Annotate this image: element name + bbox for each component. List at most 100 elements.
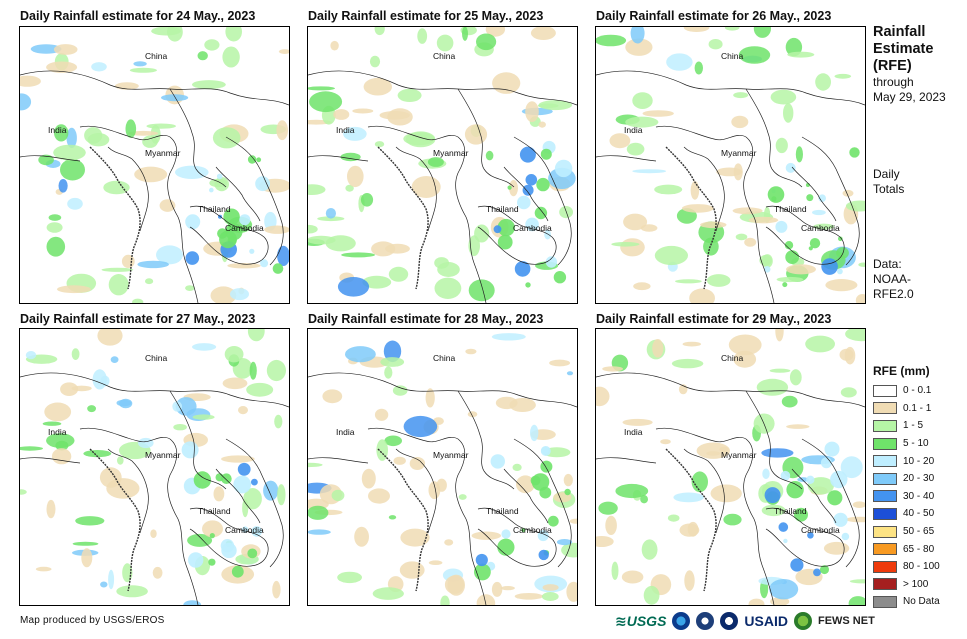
label-myanmar: Myanmar [145,450,181,460]
rainfall-area [247,329,265,342]
map-canvas-6 [596,329,865,605]
rainfall-area [820,457,832,469]
map-panel-3: China India Myanmar Thailand Cambodia [595,26,866,304]
rainfall-area [759,254,772,266]
rainfall-area [331,489,345,502]
legend-swatch [873,437,897,450]
rainfall-area [380,357,405,367]
rainfall-area [643,585,660,605]
rainfall-area [849,579,865,584]
rainfall-area [556,539,573,546]
rainfall-area [538,100,573,111]
rainfall-area [566,581,577,602]
coastline [89,146,141,290]
rainfall-area [534,206,548,220]
rainfall-area [272,580,281,599]
country-boundary [477,205,557,265]
label-china: China [145,353,168,363]
rainfall-area [830,470,848,489]
rainfall-area [87,405,96,413]
map-canvas-5 [308,333,577,605]
rainfall-area [564,488,571,496]
country-boundary [308,70,577,106]
rainfall-area [795,146,803,163]
rainfall-area [467,411,478,418]
legend-item: 20 - 30 [873,470,940,488]
rainfall-area [654,184,683,195]
rainfall-area [475,553,488,567]
rainfall-area [67,197,83,210]
rainfall-area [384,366,393,379]
rainfall-area [519,146,536,163]
rainfall-area [724,27,740,31]
rainfall-area [813,568,821,577]
rainfall-area [341,252,376,258]
rainfall-area [368,488,390,504]
rainfall-area [330,40,339,51]
rainfall-area [223,208,240,225]
rainfall-area [621,570,644,584]
rainfall-area [216,173,223,180]
rainfall-area [476,594,496,605]
rainfall-area [733,350,757,368]
rainfall-area [748,216,779,224]
country-boundary [477,507,557,567]
rainfall-area [694,61,703,75]
rainfall-area [46,222,63,233]
rainfall-area [150,529,157,538]
country-boundary [503,166,549,222]
rainfall-area [213,486,225,502]
label-china: China [721,51,744,61]
rainfall-area [596,34,627,47]
country-boundary [765,507,845,567]
country-boundary [225,438,284,568]
rainfall-area [807,477,834,495]
rainfall-area [185,285,195,291]
rainfall-area [517,195,531,210]
rainfall-area [675,279,702,284]
credit-text: Map produced by USGS/EROS [20,615,165,626]
rainfall-area [60,382,79,396]
rainfall-area [681,204,714,213]
rainfall-area [815,73,831,91]
rainfall-area [399,561,425,579]
panel-title-1: Daily Rainfall estimate for 24 May., 202… [20,9,256,23]
legend-label: 65 - 80 [903,543,935,555]
rainfall-area [108,274,129,296]
rainfall-area [683,27,710,32]
country-boundary [791,468,837,524]
rainfall-area [132,298,144,303]
country-boundary [596,155,657,162]
rainfall-area [538,549,549,561]
rainfall-area [72,541,99,546]
sidebar-daily: Daily Totals [873,167,904,197]
rainfall-area [308,184,326,195]
rainfall-area [691,471,708,493]
rainfall-area [596,386,610,407]
rainfall-area [495,396,518,410]
rainfall-area [249,361,257,380]
rainfall-area [251,478,258,486]
label-thailand: Thailand [198,204,231,214]
rainfall-area [525,101,539,122]
rainfall-area [99,467,122,488]
rainfall-area [354,526,369,547]
data-source-line-1: NOAA- [873,272,912,286]
rainfall-area [317,216,345,222]
rainfall-area [385,243,410,254]
rainfall-area [361,468,376,489]
legend-title: RFE (mm) [873,364,930,378]
rainfall-area [797,477,810,482]
rainfall-area [783,103,794,123]
rainfall-area [771,196,777,202]
rainfall-area [134,166,168,183]
country-boundary [801,136,860,266]
rainfall-area [345,184,354,192]
legend-item: 5 - 10 [873,435,940,453]
rainfall-area [133,61,147,67]
label-india: India [48,125,67,135]
rainfall-area [840,456,863,479]
rainfall-area [142,135,158,148]
rainfall-area [444,575,465,594]
rainfall-area [58,179,68,193]
